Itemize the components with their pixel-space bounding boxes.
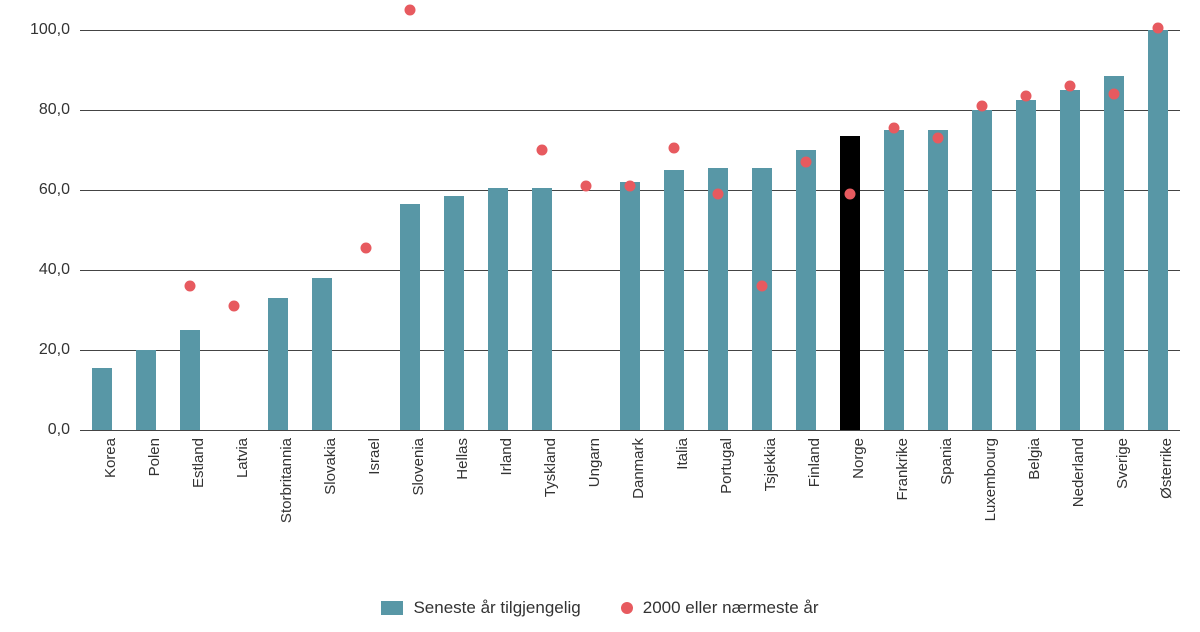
x-tick-label: Korea bbox=[102, 438, 119, 578]
scatter-dot bbox=[1065, 81, 1076, 92]
x-tick-label: Luxembourg bbox=[982, 438, 999, 578]
bar bbox=[488, 188, 508, 430]
gridline bbox=[80, 430, 1180, 431]
scatter-dot bbox=[801, 157, 812, 168]
bar bbox=[92, 368, 112, 430]
bar bbox=[180, 330, 200, 430]
x-tick-label: Latvia bbox=[234, 438, 251, 578]
x-tick-label: Nederland bbox=[1070, 438, 1087, 578]
bar bbox=[664, 170, 684, 430]
bar bbox=[1104, 76, 1124, 430]
y-tick-label: 40,0 bbox=[10, 261, 70, 279]
scatter-dot bbox=[625, 181, 636, 192]
legend-item-bar: Seneste år tilgjengelig bbox=[381, 598, 580, 618]
y-tick-label: 100,0 bbox=[10, 21, 70, 39]
x-tick-label: Belgia bbox=[1026, 438, 1043, 578]
bar bbox=[708, 168, 728, 430]
x-tick-label: Slovenia bbox=[410, 438, 427, 578]
bar bbox=[928, 130, 948, 430]
scatter-dot bbox=[1021, 91, 1032, 102]
bar bbox=[884, 130, 904, 430]
gridline bbox=[80, 30, 1180, 31]
bar bbox=[620, 182, 640, 430]
scatter-dot bbox=[1153, 23, 1164, 34]
x-tick-label: Portugal bbox=[718, 438, 735, 578]
x-tick-label: Hellas bbox=[454, 438, 471, 578]
scatter-dot bbox=[977, 101, 988, 112]
scatter-dot bbox=[889, 123, 900, 134]
y-tick-label: 0,0 bbox=[10, 421, 70, 439]
scatter-dot bbox=[845, 189, 856, 200]
plot-area: 0,020,040,060,080,0100,0KoreaPolenEstlan… bbox=[80, 10, 1180, 430]
bar bbox=[268, 298, 288, 430]
scatter-dot bbox=[669, 143, 680, 154]
x-tick-label: Polen bbox=[146, 438, 163, 578]
x-tick-label: Ungarn bbox=[586, 438, 603, 578]
y-tick-label: 20,0 bbox=[10, 341, 70, 359]
legend-label-dot: 2000 eller nærmeste år bbox=[643, 598, 819, 618]
x-tick-label: Estland bbox=[190, 438, 207, 578]
x-tick-label: Finland bbox=[806, 438, 823, 578]
bar bbox=[532, 188, 552, 430]
scatter-dot bbox=[581, 181, 592, 192]
x-tick-label: Slovakia bbox=[322, 438, 339, 578]
bar bbox=[752, 168, 772, 430]
y-tick-label: 60,0 bbox=[10, 181, 70, 199]
scatter-dot bbox=[361, 243, 372, 254]
y-tick-label: 80,0 bbox=[10, 101, 70, 119]
legend-item-dot: 2000 eller nærmeste år bbox=[621, 598, 819, 618]
bar bbox=[1060, 90, 1080, 430]
bar bbox=[1148, 30, 1168, 430]
bar bbox=[400, 204, 420, 430]
x-tick-label: Tsjekkia bbox=[762, 438, 779, 578]
bar bbox=[444, 196, 464, 430]
scatter-dot bbox=[185, 281, 196, 292]
legend-swatch-bar bbox=[381, 601, 403, 615]
x-tick-label: Østerrike bbox=[1158, 438, 1175, 578]
bar bbox=[1016, 100, 1036, 430]
x-tick-label: Sverige bbox=[1114, 438, 1131, 578]
x-tick-label: Norge bbox=[850, 438, 867, 578]
scatter-dot bbox=[1109, 89, 1120, 100]
legend-swatch-dot bbox=[621, 602, 633, 614]
x-tick-label: Storbritannia bbox=[278, 438, 295, 578]
chart-container: 0,0 20,0 40,0 60,0 80,0 100,0 Korea Polen Estlan… bbox=[0, 0, 1200, 632]
x-tick-label: Italia bbox=[674, 438, 691, 578]
legend-label-bar: Seneste år tilgjengelig bbox=[413, 598, 580, 618]
x-tick-label: Israel bbox=[366, 438, 383, 578]
x-tick-label: Tyskland bbox=[542, 438, 559, 578]
bar bbox=[840, 136, 860, 430]
x-tick-label: Frankrike bbox=[894, 438, 911, 578]
scatter-dot bbox=[713, 189, 724, 200]
scatter-dot bbox=[933, 133, 944, 144]
scatter-dot bbox=[757, 281, 768, 292]
legend: Seneste år tilgjengelig 2000 eller nærme… bbox=[0, 598, 1200, 618]
x-tick-label: Danmark bbox=[630, 438, 647, 578]
bar bbox=[312, 278, 332, 430]
bar bbox=[136, 350, 156, 430]
scatter-dot bbox=[537, 145, 548, 156]
x-tick-label: Spania bbox=[938, 438, 955, 578]
x-tick-label: Irland bbox=[498, 438, 515, 578]
scatter-dot bbox=[405, 5, 416, 16]
bar bbox=[796, 150, 816, 430]
scatter-dot bbox=[229, 301, 240, 312]
bar bbox=[972, 110, 992, 430]
